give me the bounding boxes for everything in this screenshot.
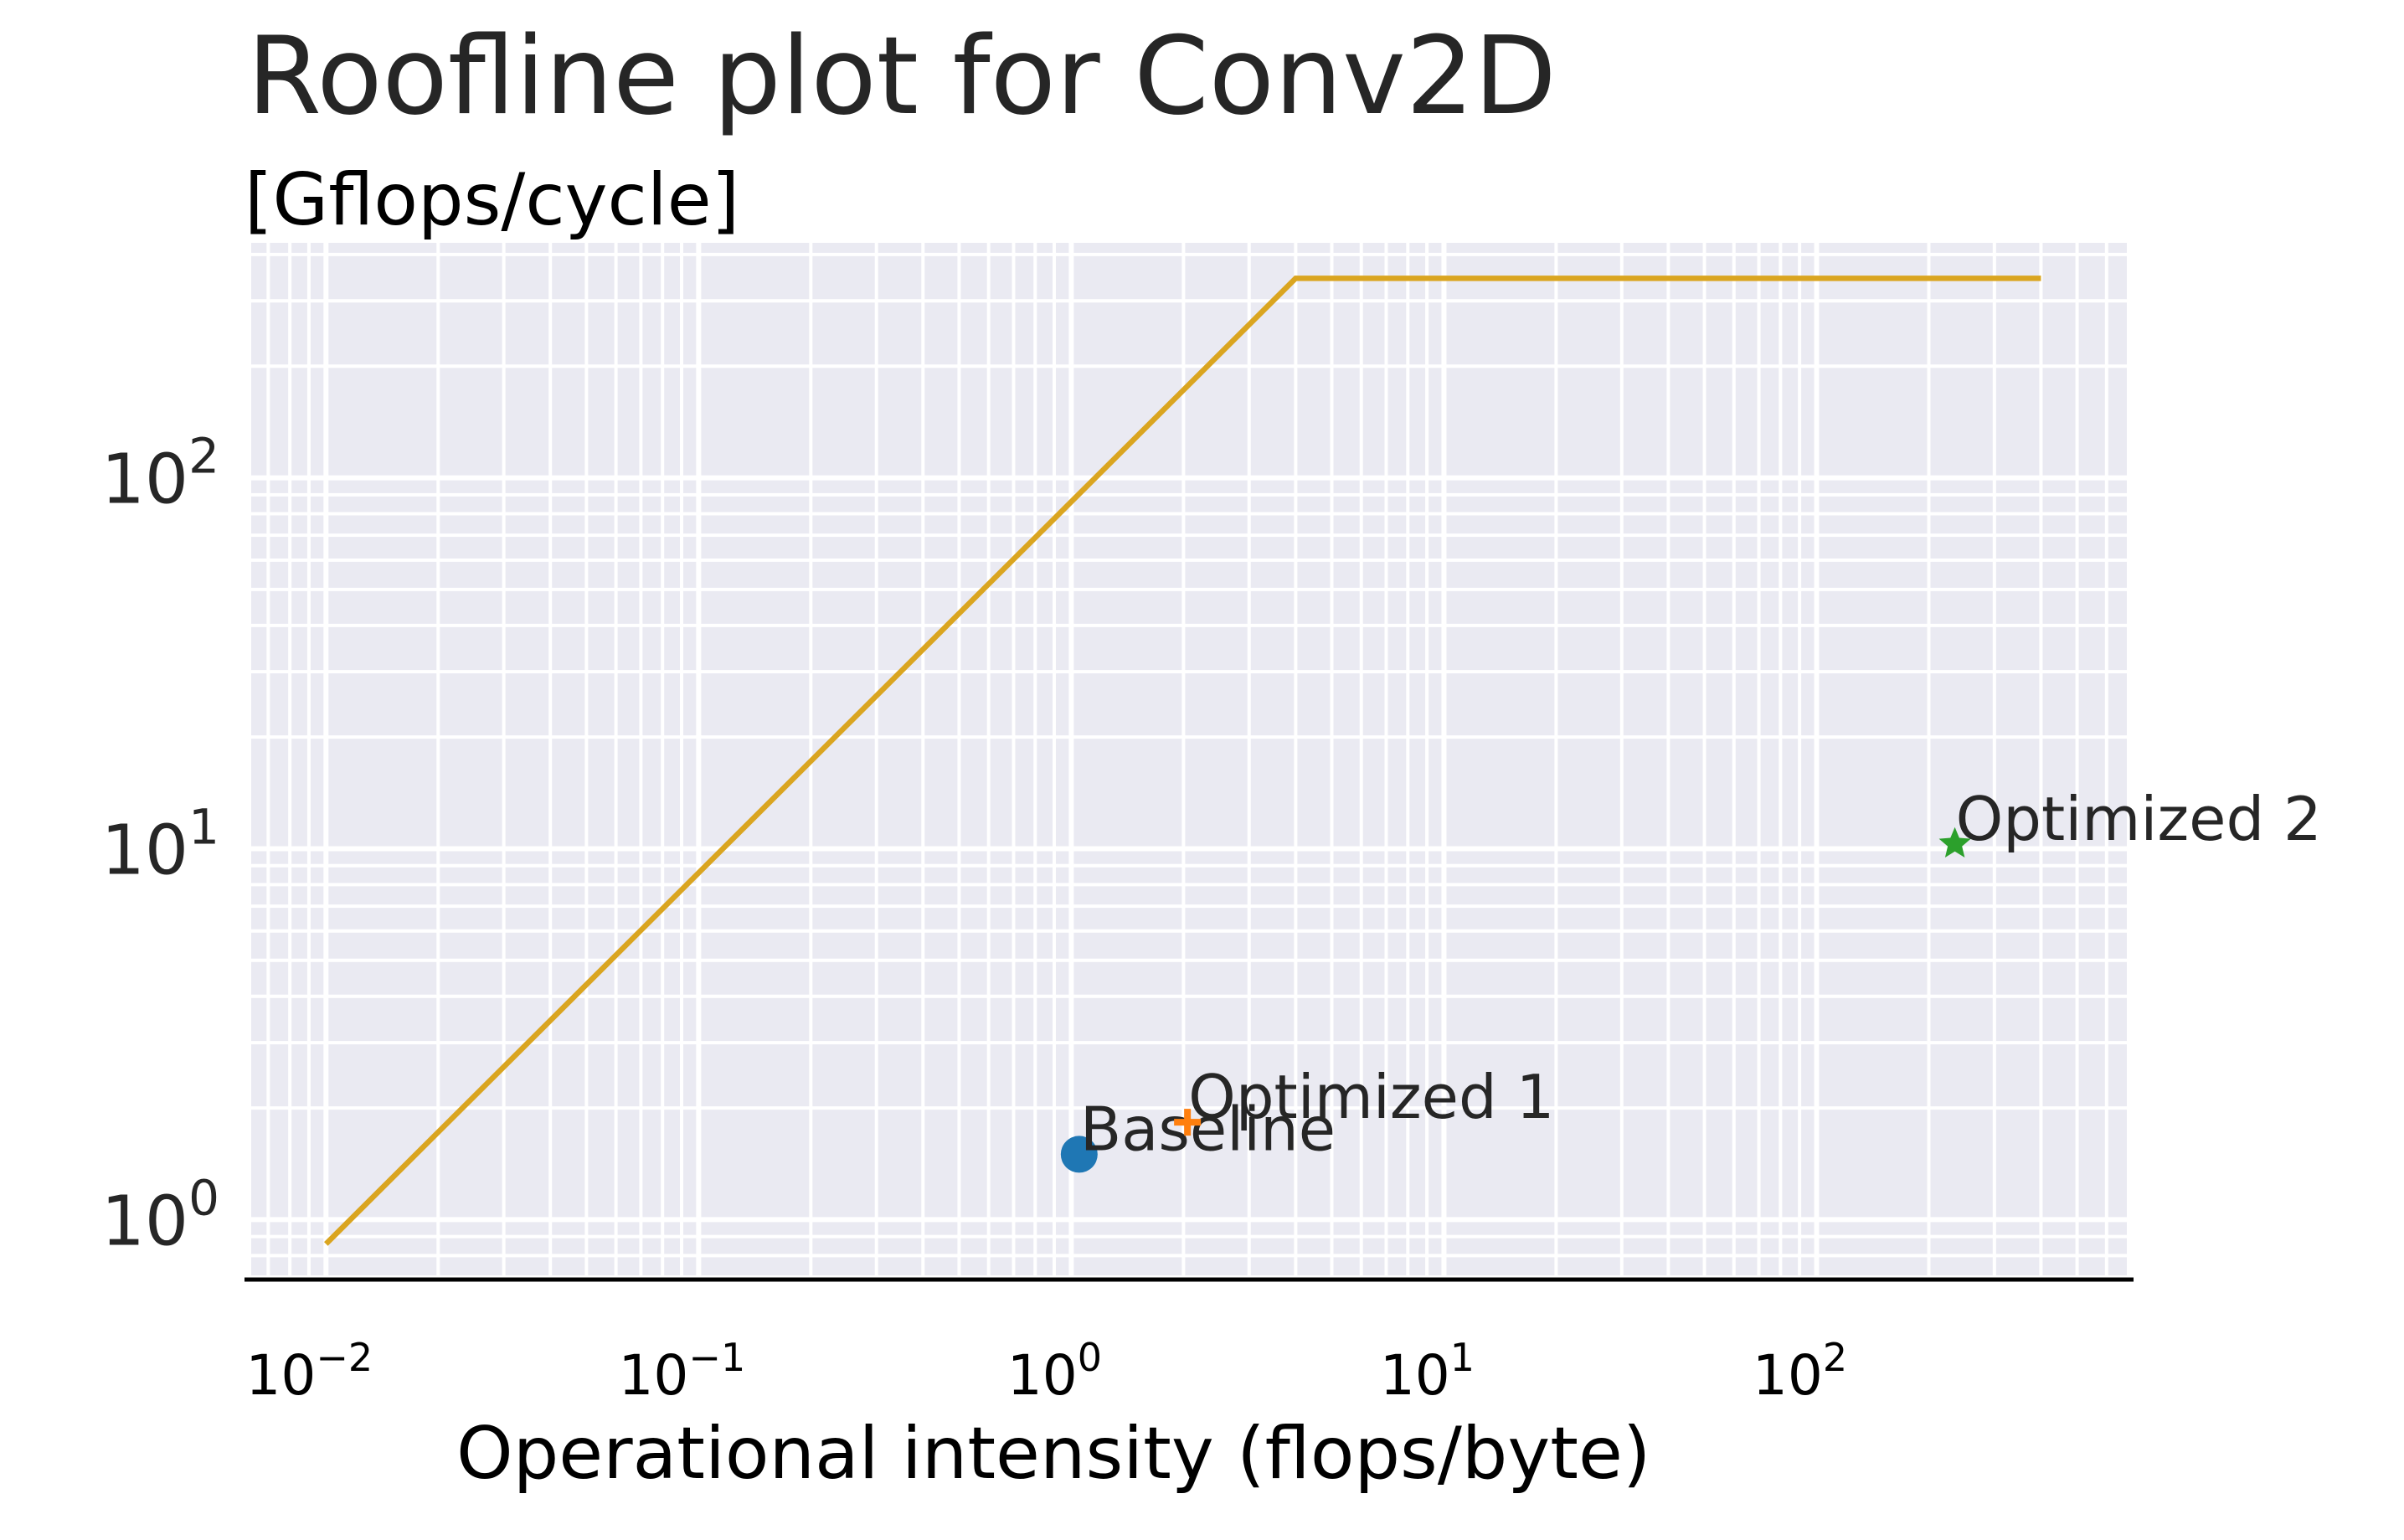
chart-title: Roofline plot for Conv2D <box>247 14 1557 139</box>
baseline-label: Baseline <box>1080 1094 1336 1164</box>
optimized-1-label: Optimized 1 <box>1188 1062 1554 1132</box>
optimized-2-label: Optimized 2 <box>1956 784 2322 854</box>
x-tick-label: 10−2 <box>245 1335 373 1408</box>
y-tick-label: 101 <box>101 798 219 890</box>
baseline-point <box>1060 1136 1098 1173</box>
x-axis-label: Operational intensity (flops/byte) <box>456 1412 1651 1496</box>
x-tick-label: 101 <box>1380 1335 1475 1408</box>
grid-lines <box>251 243 2127 1279</box>
roofline-line <box>324 276 2041 1246</box>
y-tick-label: 102 <box>101 428 219 520</box>
chart-subtitle: [Gflops/cycle] <box>245 158 740 242</box>
y-tick-label: 100 <box>101 1169 219 1261</box>
x-tick-label: 100 <box>1007 1335 1102 1408</box>
x-tick-label: 10−1 <box>618 1335 745 1408</box>
optimized-2-point <box>1938 827 1971 858</box>
x-tick-label: 102 <box>1753 1335 1847 1408</box>
optimized-1-point <box>1174 1109 1202 1136</box>
